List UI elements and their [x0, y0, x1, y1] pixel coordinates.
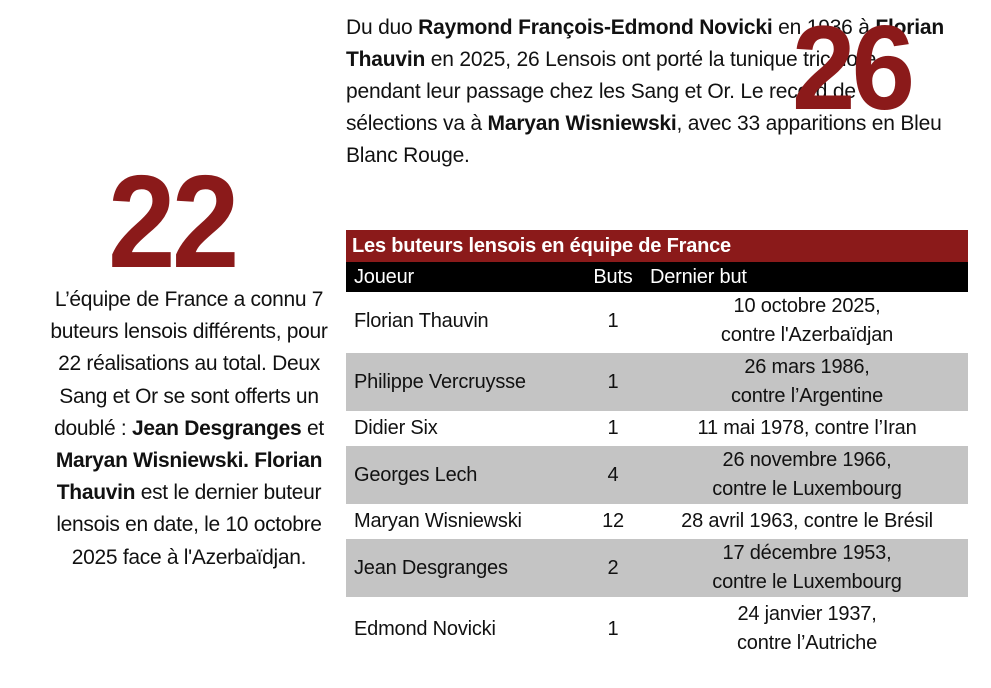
last-goal-opponent: contre l’Argentine	[730, 385, 884, 407]
left-text-part-3: est le dernier buteur lensois en date, l…	[56, 481, 322, 569]
left-text-part-1: L’équipe de France a connu 7 buteurs len…	[50, 288, 328, 440]
last-goal: 26 novembre 1966, contre le Luxembourg	[646, 443, 968, 506]
goals-count: 1	[580, 350, 646, 413]
last-goal-date: 17 décembre 1953,	[722, 542, 892, 564]
intro-text-part-1: Du duo	[346, 16, 419, 39]
intro-text-bold-3: Maryan Wisniewski	[487, 112, 677, 135]
player-name: Didier Six	[346, 411, 580, 445]
table-row: Jean Desgranges 2 17 décembre 1953, contr…	[346, 536, 968, 599]
scorers-table: Les buteurs lensois en équipe de France …	[346, 230, 968, 658]
last-goal-opponent: contre le Luxembourg	[712, 571, 902, 593]
table-row: Georges Lech 4 26 novembre 1966, contre l…	[346, 443, 968, 506]
left-text-part-2: et	[301, 416, 324, 440]
left-stat-paragraph: L’équipe de France a connu 7 buteurs len…	[40, 284, 338, 574]
intro-text-bold-1: Raymond François-Edmond Novicki	[418, 16, 773, 39]
table-row: Florian Thauvin 1 10 octobre 2025, contre…	[346, 292, 968, 352]
last-goal-date: 26 novembre 1966,	[722, 449, 892, 471]
last-goal-date: 24 janvier 1937,	[737, 603, 877, 625]
last-goal-date: 10 octobre 2025,	[733, 295, 881, 317]
player-name: Maryan Wisniewski	[346, 504, 580, 538]
goals-count: 12	[580, 504, 646, 538]
player-name: Georges Lech	[346, 443, 580, 506]
last-goal: 17 décembre 1953, contre le Luxembourg	[646, 536, 968, 599]
table-header-row: Joueur Buts Dernier but	[346, 262, 968, 292]
player-name: Florian Thauvin	[354, 309, 489, 332]
last-goal: 11 mai 1978, contre l’Iran	[646, 411, 968, 445]
goals-count: 2	[580, 536, 646, 599]
table-row: Maryan Wisniewski 12 28 avril 1963, cont…	[346, 504, 968, 538]
left-text-bold-2: Maryan Wisniewski. Florian Thauvin	[55, 449, 323, 505]
intro-text-part-3: en 2025, 26 Lensois ont porté la tunique…	[346, 48, 877, 135]
intro-text-part-2: en 1936 à	[772, 16, 876, 39]
table-row: Philippe Vercruysse 1 26 mars 1986, contr…	[346, 350, 968, 413]
column-header-last-goal: Dernier but	[646, 262, 968, 292]
last-goal-opponent: contre le Luxembourg	[712, 478, 902, 500]
goals-count: 4	[580, 443, 646, 506]
last-goal-opponent: contre l’Autriche	[737, 632, 877, 654]
player-name: Philippe Vercruysse	[346, 350, 580, 413]
goals-count: 1	[580, 597, 646, 658]
column-header-goals: Buts	[580, 262, 646, 292]
stat-number-26: 26	[792, 1, 915, 135]
last-goal: 28 avril 1963, contre le Brésil	[646, 504, 968, 538]
player-name: Jean Desgranges	[346, 536, 580, 599]
column-header-player: Joueur	[346, 262, 580, 292]
goals-count: 1	[607, 309, 619, 332]
last-goal-date: 26 mars 1986,	[744, 356, 870, 378]
intro-text-part-4: , avec 33 apparitions en Bleu Blanc Roug…	[346, 112, 942, 167]
last-goal: 26 mars 1986, contre l’Argentine	[646, 350, 968, 413]
player-name: Edmond Novicki	[346, 597, 580, 658]
intro-text-bold-2: Florian Thauvin	[346, 16, 945, 71]
table-title: Les buteurs lensois en équipe de France	[346, 230, 968, 262]
table-row: Edmond Novicki 1 24 janvier 1937, contre …	[346, 597, 968, 658]
last-goal: 24 janvier 1937, contre l’Autriche	[646, 597, 968, 658]
last-goal: 10 octobre 2025, contre l'Azerbaïdjan	[646, 292, 968, 352]
last-goal-opponent: contre l'Azerbaïdjan	[720, 324, 894, 346]
intro-paragraph: Du duo Raymond François-Edmond Novicki e…	[346, 12, 946, 172]
table-row: Didier Six 1 11 mai 1978, contre l’Iran	[346, 411, 968, 445]
stat-number-22: 22	[108, 148, 239, 295]
left-text-bold-1: Jean Desgranges	[132, 416, 302, 440]
goals-count: 1	[580, 411, 646, 445]
